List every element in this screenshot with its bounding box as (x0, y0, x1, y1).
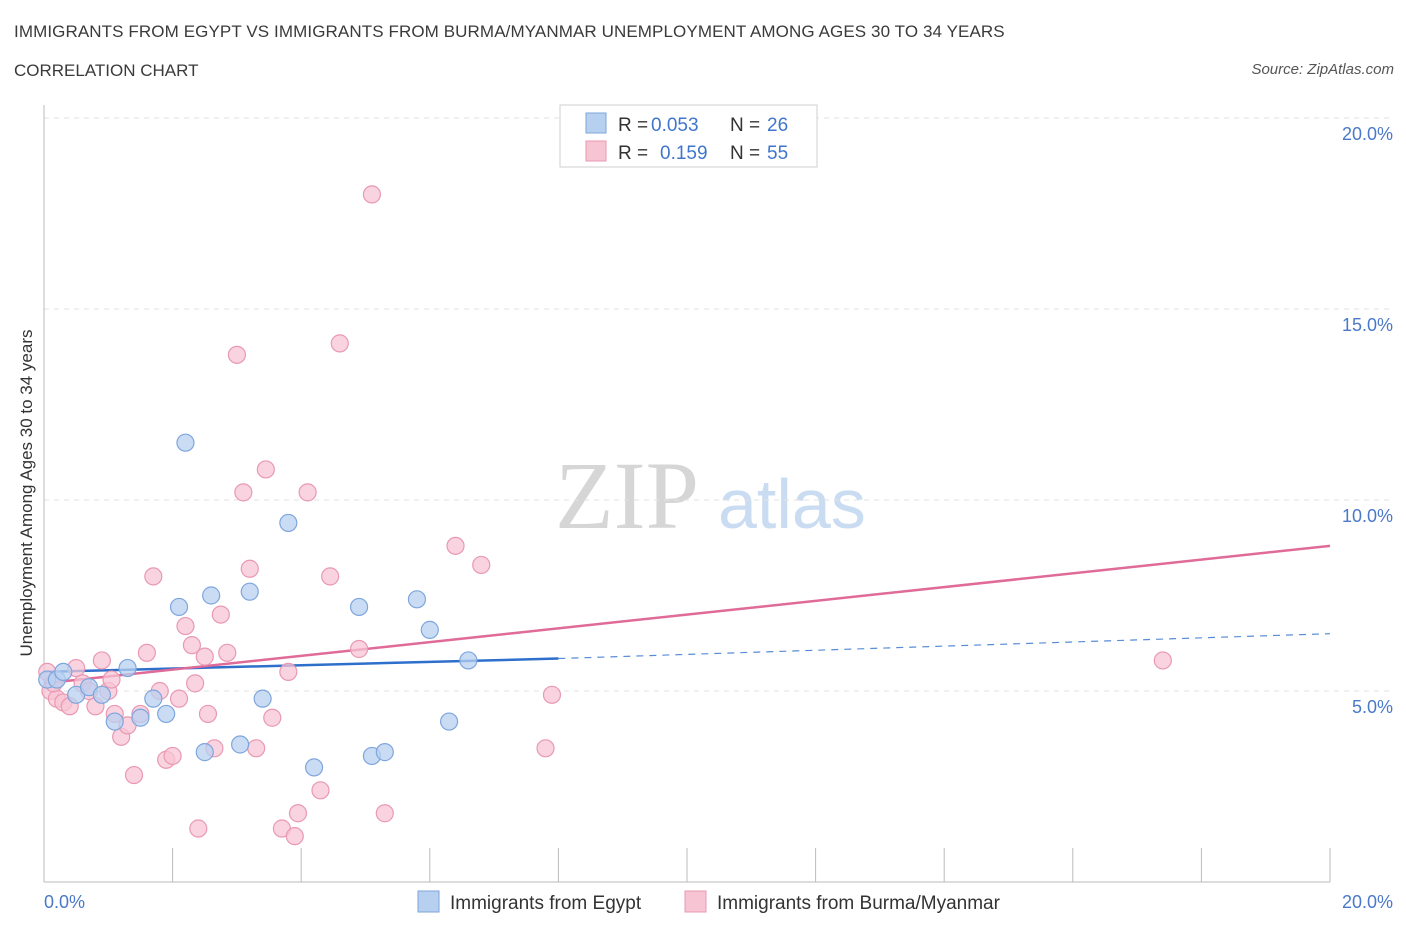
point-burma-22 (176, 616, 195, 636)
point-burma-43 (330, 334, 349, 353)
x-tick-label-max: 20.0% (1342, 892, 1393, 912)
point-egypt-17 (253, 689, 272, 708)
bottom-legend-egypt-swatch (417, 890, 440, 913)
legend-burma-r-label: R = (618, 143, 648, 164)
point-burma-26 (198, 704, 218, 724)
point-burma-35 (263, 708, 282, 727)
point-burma-25 (189, 819, 208, 838)
point-burma-46 (375, 804, 394, 823)
point-egypt-8 (131, 708, 150, 727)
legend-burma-n-label: N = (730, 143, 760, 164)
point-burma-16 (137, 643, 156, 662)
y-tick-label-0: 5.0% (1352, 697, 1393, 717)
legend-egypt-n-label: N = (730, 115, 760, 136)
trend-burma (43, 544, 1331, 685)
point-egypt-5 (92, 685, 111, 704)
legend-burma-swatch (585, 140, 607, 162)
legend-egypt-n-value: 26 (767, 115, 788, 136)
point-egypt-15 (231, 735, 250, 754)
point-egypt-26 (459, 651, 478, 670)
point-burma-28 (211, 605, 230, 624)
point-burma-48 (472, 555, 491, 575)
point-egypt-16 (240, 582, 259, 601)
point-burma-50 (542, 685, 562, 704)
point-burma-41 (311, 781, 330, 800)
point-burma-44 (349, 639, 369, 659)
watermark-zip: ZIP (555, 442, 699, 549)
point-burma-20 (163, 746, 182, 766)
bottom-legend-egypt-label: Immigrants from Egypt (450, 893, 642, 914)
legend-egypt-r-value: 0.053 (651, 115, 699, 136)
point-egypt-14 (202, 586, 221, 605)
watermark-atlas: atlas (718, 465, 866, 543)
y-axis-label: Unemployment Among Ages 30 to 34 years (17, 330, 36, 657)
point-burma-9 (92, 651, 111, 670)
y-tick-label-3: 20.0% (1342, 124, 1393, 144)
legend-burma-r-value: 0.159 (660, 143, 708, 164)
point-egypt-2 (54, 662, 73, 682)
point-egypt-23 (407, 590, 427, 609)
chart-title: IMMIGRANTS FROM EGYPT VS IMMIGRANTS FROM… (14, 22, 1005, 41)
point-burma-14 (124, 765, 144, 785)
point-burma-34 (256, 460, 275, 479)
point-burma-17 (144, 567, 163, 586)
point-burma-21 (169, 689, 189, 708)
point-burma-40 (298, 483, 317, 502)
point-egypt-11 (169, 597, 189, 617)
legend-burma-n-value: 55 (767, 143, 788, 164)
point-burma-29 (218, 643, 237, 662)
point-burma-42 (321, 567, 340, 586)
chart-subtitle: CORRELATION CHART (14, 61, 199, 80)
point-egypt-19 (304, 758, 324, 777)
point-burma-39 (288, 804, 308, 823)
point-egypt-13 (195, 743, 214, 762)
point-burma-30 (227, 345, 246, 364)
data-points (38, 185, 1172, 846)
x-tick-label-min: 0.0% (44, 892, 85, 912)
legend-egypt-r-label: R = (618, 115, 648, 136)
point-burma-24 (186, 674, 205, 693)
point-burma-47 (446, 536, 465, 555)
point-egypt-24 (420, 620, 439, 639)
point-egypt-9 (144, 689, 163, 708)
point-egypt-7 (118, 658, 137, 678)
point-burma-38 (285, 827, 304, 846)
bottom-legend-burma-swatch (684, 890, 707, 913)
point-burma-31 (234, 483, 253, 502)
point-burma-37 (279, 662, 298, 682)
point-burma-51 (1153, 651, 1172, 670)
point-burma-53 (102, 670, 121, 689)
watermark: ZIP atlas (555, 442, 866, 549)
source-label: Source: ZipAtlas.com (1251, 61, 1394, 78)
point-egypt-20 (349, 597, 369, 617)
point-egypt-22 (375, 743, 394, 762)
legend-box: R = 0.053 N = 26 R = 0.159 N = 55 (559, 104, 818, 168)
bottom-legend-burma-label: Immigrants from Burma/Myanmar (717, 893, 1001, 914)
point-egypt-18 (279, 513, 298, 533)
point-egypt-25 (439, 712, 459, 731)
point-burma-33 (247, 739, 266, 758)
y-tick-label-2: 15.0% (1342, 315, 1393, 335)
point-burma-49 (536, 739, 555, 758)
point-burma-32 (240, 559, 259, 578)
gridlines (44, 117, 1393, 692)
point-egypt-10 (157, 704, 176, 724)
bottom-legend: Immigrants from Egypt Immigrants from Bu… (417, 890, 1001, 914)
point-egypt-12 (176, 433, 195, 452)
legend-egypt-swatch (585, 112, 607, 134)
trend-lines (43, 544, 1331, 685)
y-axis-tick-labels: 5.0% 10.0% 15.0% 20.0% (1342, 124, 1393, 717)
point-burma-45 (362, 185, 382, 204)
point-egypt-6 (105, 712, 124, 731)
point-burma-23 (182, 636, 201, 655)
y-tick-label-1: 10.0% (1342, 506, 1393, 526)
x-axis-ticks (43, 848, 1331, 882)
trend-egypt-dashed (558, 633, 1331, 660)
point-burma-54 (195, 647, 214, 666)
